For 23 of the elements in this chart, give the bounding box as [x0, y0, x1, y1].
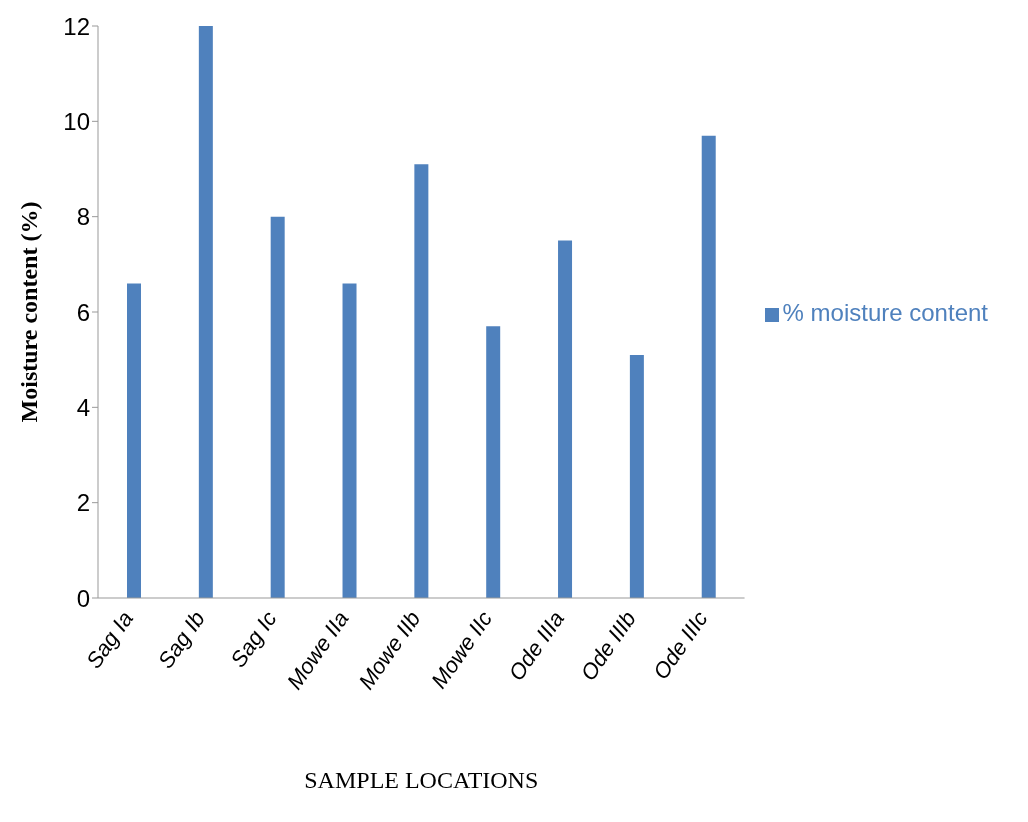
bar [127, 283, 141, 598]
y-tick-label: 10 [63, 107, 90, 135]
y-tick-label: 12 [63, 12, 90, 40]
bar [558, 240, 573, 598]
bar [342, 283, 357, 598]
x-tick-label: Ode IIIc [648, 606, 713, 684]
bar [629, 354, 644, 598]
bar [270, 216, 285, 598]
bar [198, 26, 213, 598]
legend-label: % moisture content [782, 299, 988, 326]
y-axis-title: Moisture content (%) [15, 201, 42, 423]
y-tick-label: 6 [76, 298, 90, 326]
bar [701, 135, 716, 598]
y-tick-label: 8 [76, 203, 90, 231]
bar [486, 326, 501, 598]
x-axis-title: SAMPLE LOCATIONS [304, 767, 539, 793]
x-tick-label: Ode IIIb [575, 606, 641, 685]
bar [414, 164, 429, 598]
x-tick-label: Ode IIIa [503, 606, 570, 685]
x-tick-label: Sag Ic [225, 606, 282, 672]
y-tick-label: 2 [76, 489, 90, 517]
x-tick-label: Sag Ib [152, 606, 210, 673]
y-tick-label: 4 [76, 393, 90, 421]
